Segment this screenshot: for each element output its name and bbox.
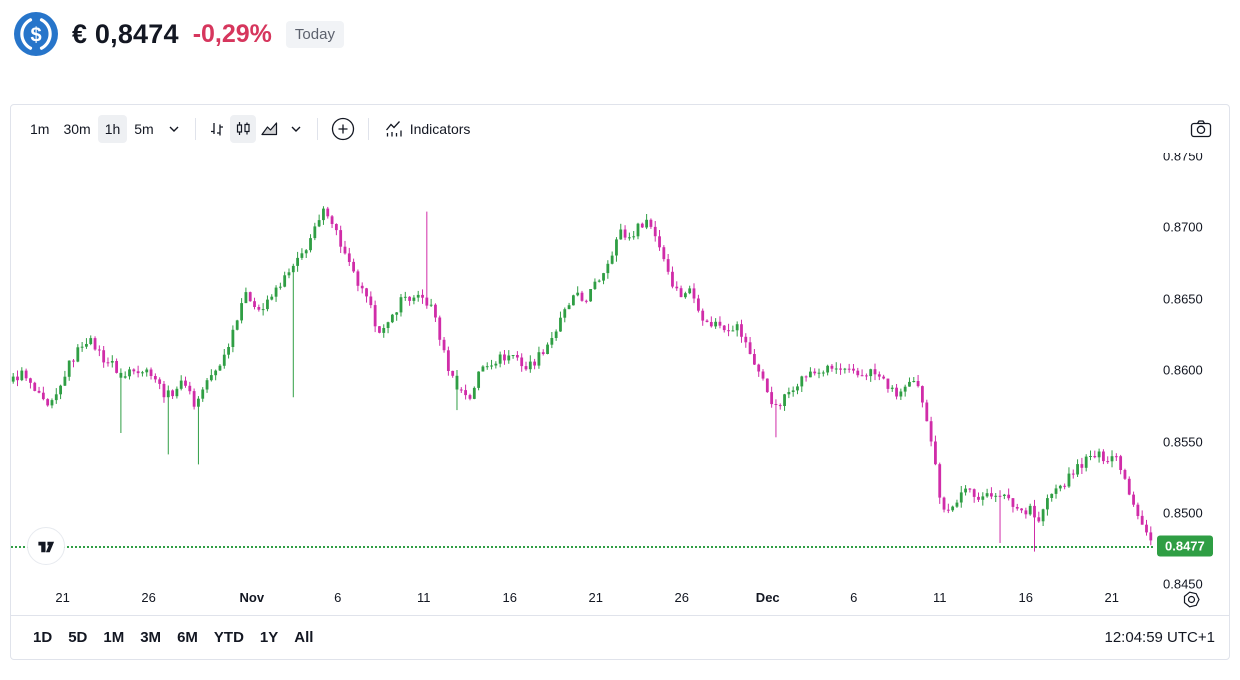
tradingview-logo-icon[interactable] bbox=[27, 526, 65, 565]
time-axis[interactable]: 21 26 Nov 6 11 16 21 26 Dec 6 11 16 21 bbox=[11, 583, 1153, 615]
snapshot-button[interactable] bbox=[1185, 115, 1217, 143]
toolbar-separator bbox=[367, 118, 369, 140]
camera-icon bbox=[1190, 120, 1212, 138]
axis-settings-button[interactable] bbox=[1178, 587, 1205, 611]
toolbar-separator bbox=[316, 118, 318, 140]
price-axis-label: 0.8700 bbox=[1163, 219, 1203, 235]
price-axis-label: 0.8550 bbox=[1163, 434, 1203, 450]
range-5d-button[interactable]: 5D bbox=[60, 624, 95, 651]
range-6m-button[interactable]: 6M bbox=[169, 624, 206, 651]
time-axis-label: 21 bbox=[55, 590, 70, 605]
chart-card: 1m 30m 1h 5m bbox=[10, 104, 1230, 660]
candle-style-button[interactable] bbox=[229, 115, 256, 143]
interval-30m-button[interactable]: 30m bbox=[56, 115, 97, 143]
time-axis-label: 21 bbox=[1104, 590, 1119, 605]
toolbar-separator bbox=[194, 118, 196, 140]
clock[interactable]: 12:04:59 UTC+1 bbox=[1104, 629, 1216, 646]
range-ytd-button[interactable]: YTD bbox=[206, 624, 252, 651]
candles-icon bbox=[236, 122, 250, 135]
compare-add-button[interactable] bbox=[326, 115, 360, 143]
time-axis-label: 21 bbox=[588, 590, 603, 605]
usdc-coin-icon: $ bbox=[14, 12, 58, 56]
last-price-line bbox=[11, 545, 1153, 548]
axis-corner bbox=[1153, 583, 1229, 615]
chevron-down-icon bbox=[291, 126, 301, 132]
interval-group: 1m 30m 1h 5m bbox=[23, 115, 161, 143]
range-3m-button[interactable]: 3M bbox=[132, 624, 169, 651]
interval-5m-button[interactable]: 5m bbox=[127, 115, 160, 143]
price-axis-label: 0.8600 bbox=[1163, 362, 1203, 378]
time-axis-label: 6 bbox=[334, 590, 342, 605]
intervals-menu-button[interactable] bbox=[161, 115, 187, 143]
price-chart[interactable] bbox=[11, 153, 1153, 583]
time-axis-label: 11 bbox=[932, 590, 947, 605]
time-axis-label: 16 bbox=[502, 590, 517, 605]
indicators-button[interactable]: Indicators bbox=[377, 115, 478, 143]
area-chart-icon bbox=[261, 122, 277, 136]
svg-text:$: $ bbox=[30, 25, 41, 47]
range-1m-button[interactable]: 1M bbox=[95, 624, 132, 651]
plus-circle-icon bbox=[331, 117, 354, 141]
range-1d-button[interactable]: 1D bbox=[25, 624, 60, 651]
time-axis-row: 21 26 Nov 6 11 16 21 26 Dec 6 11 16 21 bbox=[11, 583, 1229, 615]
chart-toolbar: 1m 30m 1h 5m bbox=[11, 105, 1229, 153]
chart-area: 0.8477 0.8750 0.8700 0.8650 0.8600 0.8550 0.8… bbox=[11, 153, 1229, 592]
last-price-tag: 0.8477 bbox=[1157, 535, 1213, 557]
price-axis-label: 0.8650 bbox=[1163, 291, 1203, 307]
symbol-header: $ € 0,8474 -0,29% Today bbox=[14, 12, 344, 56]
range-1y-button[interactable]: 1Y bbox=[252, 624, 286, 651]
indicators-label: Indicators bbox=[409, 121, 471, 137]
range-group: 1D 5D 1M 3M 6M YTD 1Y All bbox=[25, 624, 321, 651]
current-price: € 0,8474 bbox=[72, 18, 179, 49]
time-axis-label: 6 bbox=[850, 590, 858, 605]
bar-style-button[interactable] bbox=[204, 115, 230, 143]
price-axis-label: 0.8500 bbox=[1163, 505, 1203, 521]
price-change-percent: -0,29% bbox=[192, 19, 272, 48]
gear-icon bbox=[1183, 591, 1200, 607]
time-axis-label: 26 bbox=[674, 590, 689, 605]
bars-icon bbox=[210, 123, 223, 136]
style-menu-button[interactable] bbox=[283, 115, 309, 143]
time-axis-label: 11 bbox=[417, 590, 431, 605]
range-all-button[interactable]: All bbox=[286, 624, 321, 651]
time-axis-label: Dec bbox=[755, 590, 780, 605]
time-axis-label: 16 bbox=[1018, 590, 1033, 605]
time-axis-label: Nov bbox=[239, 590, 265, 605]
time-axis-label: 26 bbox=[141, 590, 156, 605]
indicators-icon bbox=[385, 121, 402, 137]
chevron-down-icon bbox=[169, 126, 179, 132]
interval-1h-button[interactable]: 1h bbox=[97, 115, 128, 143]
area-style-button[interactable] bbox=[256, 115, 283, 143]
range-bar: 1D 5D 1M 3M 6M YTD 1Y All 12:04:59 UTC+1 bbox=[11, 615, 1229, 659]
price-axis[interactable]: 0.8477 0.8750 0.8700 0.8650 0.8600 0.8550 0.8… bbox=[1153, 153, 1229, 601]
price-axis-label: 0.8450 bbox=[1163, 576, 1203, 592]
interval-1m-button[interactable]: 1m bbox=[23, 115, 56, 143]
price-axis-label: 0.8750 bbox=[1163, 153, 1203, 164]
today-badge: Today bbox=[285, 20, 344, 48]
candlestick-series bbox=[11, 206, 1153, 552]
